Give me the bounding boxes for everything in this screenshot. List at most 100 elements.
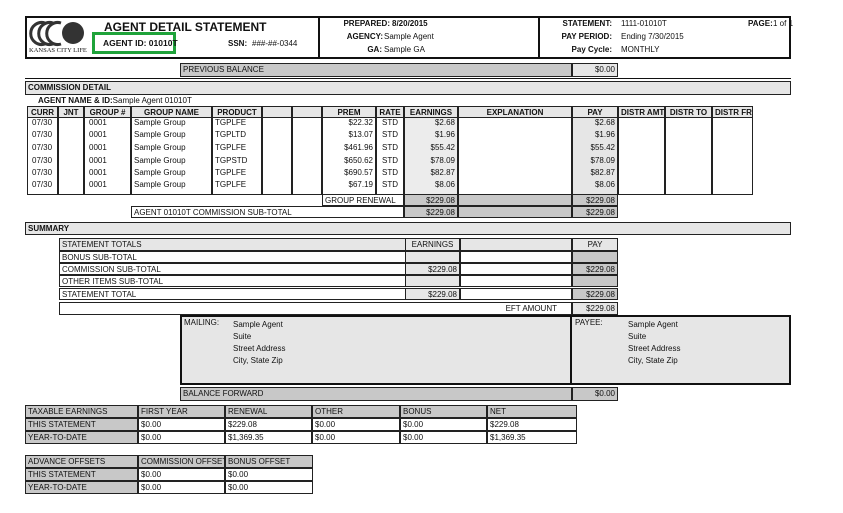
pay-cycle-value: MONTHLY xyxy=(621,45,660,54)
cell-curr: 07/30 xyxy=(32,156,53,165)
cell-rate: STD xyxy=(382,180,398,189)
table-cell: $229.08 xyxy=(225,418,312,431)
agency-value: Sample Agent xyxy=(384,32,434,41)
payee-line: Sample Agent xyxy=(628,320,678,329)
column-body-explanation xyxy=(458,117,572,195)
pay-cycle-label: Pay Cycle: xyxy=(571,45,612,54)
agency-label: AGENCY: xyxy=(346,32,383,41)
previous-balance-label: PREVIOUS BALANCE xyxy=(180,63,572,77)
summary-row-earnings: $229.08 xyxy=(405,288,460,300)
summary-row-label: BONUS SUB-TOTAL xyxy=(59,251,406,263)
cell-product: TGPSTD xyxy=(215,156,248,165)
cell-rate: STD xyxy=(382,130,398,139)
summary-header-pay: PAY xyxy=(572,238,618,251)
pay-period-label: PAY PERIOD: xyxy=(561,32,612,41)
cell-earnings: $8.06 xyxy=(434,180,455,189)
cell-earnings: $55.42 xyxy=(430,143,455,152)
cell-group-name: Sample Group xyxy=(134,156,186,165)
page-title: AGENT DETAIL STATEMENT xyxy=(104,20,267,34)
cell-prem: $67.19 xyxy=(348,180,373,189)
column-body-curr xyxy=(27,117,58,195)
summary-row-label: COMMISSION SUB-TOTAL xyxy=(59,263,406,275)
cell-pay: $55.42 xyxy=(590,143,615,152)
eft-amount-value: $229.08 xyxy=(572,302,618,315)
summary-row-blank xyxy=(460,275,572,287)
cell-rate: STD xyxy=(382,156,398,165)
logo-text: KANSAS CITY LIFE xyxy=(29,47,87,54)
payee-line: City, State Zip xyxy=(628,356,678,365)
cell-curr: 07/30 xyxy=(32,143,53,152)
summary-row-pay xyxy=(572,251,618,263)
company-logo: KANSAS CITY LIFE xyxy=(29,19,91,57)
column-body-jnt xyxy=(58,117,84,195)
statement-label: STATEMENT: xyxy=(562,19,612,28)
summary-row-label: STATEMENT TOTAL xyxy=(59,288,406,300)
summary-header-blank xyxy=(460,238,572,251)
payee-address: Sample Agent Suite Street Address City, … xyxy=(628,319,680,367)
cell-earnings: $2.68 xyxy=(434,118,455,127)
ga-label: GA: xyxy=(367,45,382,54)
summary-header-earnings: EARNINGS xyxy=(405,238,460,251)
table-cell: $0.00 xyxy=(138,481,225,494)
summary-row-earnings xyxy=(405,251,460,263)
header-divider xyxy=(538,16,540,59)
cell-curr: 07/30 xyxy=(32,180,53,189)
row-label: YEAR-TO-DATE xyxy=(25,431,138,444)
mailing-address: Sample Agent Suite Street Address City, … xyxy=(233,319,285,367)
column-body-blank xyxy=(292,117,322,195)
cell-group-name: Sample Group xyxy=(134,118,186,127)
column-body-earnings xyxy=(404,117,458,195)
column-header: ADVANCE OFFSETS xyxy=(25,455,138,468)
table-cell: $1,369.35 xyxy=(225,431,312,444)
cell-curr: 07/30 xyxy=(32,118,53,127)
cell-product: TGPLFE xyxy=(215,143,247,152)
commission-subtotal-earnings: $229.08 xyxy=(404,206,458,218)
cell-group-name: Sample Group xyxy=(134,143,186,152)
table-cell: $0.00 xyxy=(312,418,400,431)
statement-header xyxy=(25,16,791,59)
group-renewal-explanation xyxy=(458,194,572,206)
table-cell: $229.08 xyxy=(487,418,577,431)
column-header: FIRST YEAR xyxy=(138,405,225,418)
cell-prem: $13.07 xyxy=(348,130,373,139)
cell-group-number: 0001 xyxy=(89,180,107,189)
column-body-pay xyxy=(572,117,618,195)
mailing-line: Street Address xyxy=(233,344,286,353)
divider xyxy=(25,78,791,79)
mailing-box xyxy=(180,315,791,385)
table-cell: $0.00 xyxy=(400,418,487,431)
column-body-group-name xyxy=(131,117,212,195)
ssn-value: ###-##-0344 xyxy=(252,39,298,48)
cell-rate: STD xyxy=(382,143,398,152)
cell-group-number: 0001 xyxy=(89,118,107,127)
prepared-value: 8/20/2015 xyxy=(392,19,428,28)
cell-pay: $78.09 xyxy=(590,156,615,165)
cell-product: TGPLFE xyxy=(215,168,247,177)
column-body-distr-amt xyxy=(618,117,665,195)
table-cell: $1,369.35 xyxy=(487,431,577,444)
group-renewal-label: GROUP RENEWAL xyxy=(322,194,404,206)
cell-prem: $650.62 xyxy=(344,156,373,165)
cell-group-number: 0001 xyxy=(89,143,107,152)
cell-group-name: Sample Group xyxy=(134,130,186,139)
payee-line: Suite xyxy=(628,332,647,341)
group-renewal-pay: $229.08 xyxy=(572,194,618,206)
cell-product: TGPLTD xyxy=(215,130,246,139)
row-label: THIS STATEMENT xyxy=(25,418,138,431)
table-cell: $0.00 xyxy=(225,468,313,481)
group-renewal-earnings: $229.08 xyxy=(404,194,458,206)
eft-amount-label: EFT AMOUNT xyxy=(59,302,572,315)
cell-group-number: 0001 xyxy=(89,130,107,139)
ga-value: Sample GA xyxy=(384,45,425,54)
summary-row-pay: $229.08 xyxy=(572,288,618,300)
balance-forward-label: BALANCE FORWARD xyxy=(180,387,572,401)
column-header: BONUS OFFSET xyxy=(225,455,313,468)
cell-earnings: $78.09 xyxy=(430,156,455,165)
table-cell: $0.00 xyxy=(400,431,487,444)
page-value: 1 of 1 xyxy=(773,19,794,28)
agent-id: AGENT ID: 01010T xyxy=(103,38,178,48)
ssn-label: SSN: xyxy=(228,39,248,48)
cell-earnings: $1.96 xyxy=(434,130,455,139)
table-cell: $0.00 xyxy=(225,481,313,494)
summary-row-blank xyxy=(460,263,572,275)
